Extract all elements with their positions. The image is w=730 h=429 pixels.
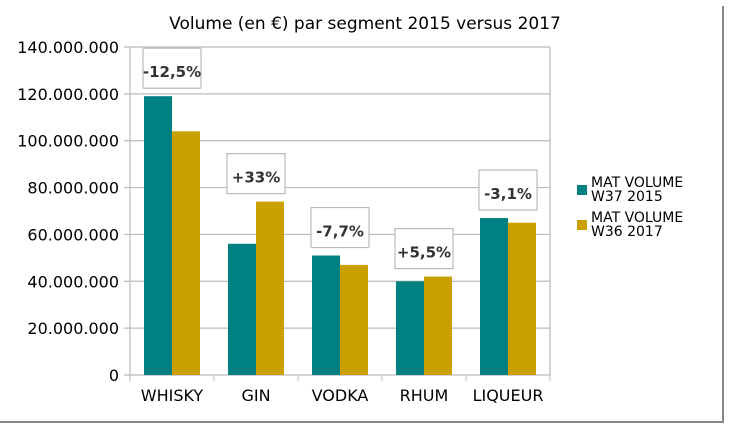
legend-swatch — [577, 220, 587, 230]
annotation-label: +5,5% — [397, 244, 451, 262]
chart-frame — [0, 6, 724, 423]
annotation-label: -7,7% — [316, 223, 364, 241]
chart-title: Volume (en €) par segment 2015 versus 20… — [169, 14, 561, 34]
legend-item-2015: MAT VOLUME W37 2015 — [577, 176, 707, 206]
x-tick-label: GIN — [241, 386, 270, 405]
annotation-box — [478, 169, 538, 211]
annotation-label: +33% — [232, 169, 280, 187]
bar-whisky-2015 — [144, 96, 172, 375]
annotation-label: -3,1% — [484, 185, 532, 203]
y-tick-label: 40.000.000 — [27, 272, 119, 291]
y-tick-label: 0 — [109, 366, 119, 385]
bar-vodka-2017 — [340, 264, 368, 375]
annotation-box — [226, 153, 286, 195]
y-tick-label: 60.000.000 — [27, 225, 119, 244]
bar-whisky-2017 — [172, 131, 200, 375]
bar-gin-2015 — [228, 243, 256, 375]
x-tick-label: RHUM — [400, 386, 449, 405]
x-tick-label: WHISKY — [141, 386, 204, 405]
y-tick-label: 20.000.000 — [27, 319, 119, 338]
legend-label: MAT VOLUME W37 2015 — [591, 175, 684, 205]
annotation-box — [142, 47, 202, 89]
bar-vodka-2015 — [312, 255, 340, 375]
y-tick-label: 140.000.000 — [17, 38, 119, 57]
bar-gin-2017 — [256, 201, 284, 375]
y-tick-label: 80.000.000 — [27, 179, 119, 198]
bar-liqueur-2017 — [508, 222, 536, 375]
bar-liqueur-2015 — [480, 218, 508, 375]
legend-item-2017: MAT VOLUME W36 2017 — [577, 211, 707, 241]
y-tick-label: 120.000.000 — [17, 85, 119, 104]
x-tick-label: LIQUEUR — [473, 386, 544, 405]
annotation-label: -12,5% — [143, 63, 201, 81]
legend-label: MAT VOLUME W36 2017 — [591, 210, 684, 240]
bar-rhum-2017 — [424, 276, 452, 375]
y-tick-label: 100.000.000 — [17, 132, 119, 151]
annotation-box — [394, 228, 454, 270]
bar-rhum-2015 — [396, 281, 424, 375]
x-tick-label: VODKA — [312, 386, 369, 405]
legend-swatch — [577, 185, 587, 195]
annotation-box — [310, 206, 370, 249]
